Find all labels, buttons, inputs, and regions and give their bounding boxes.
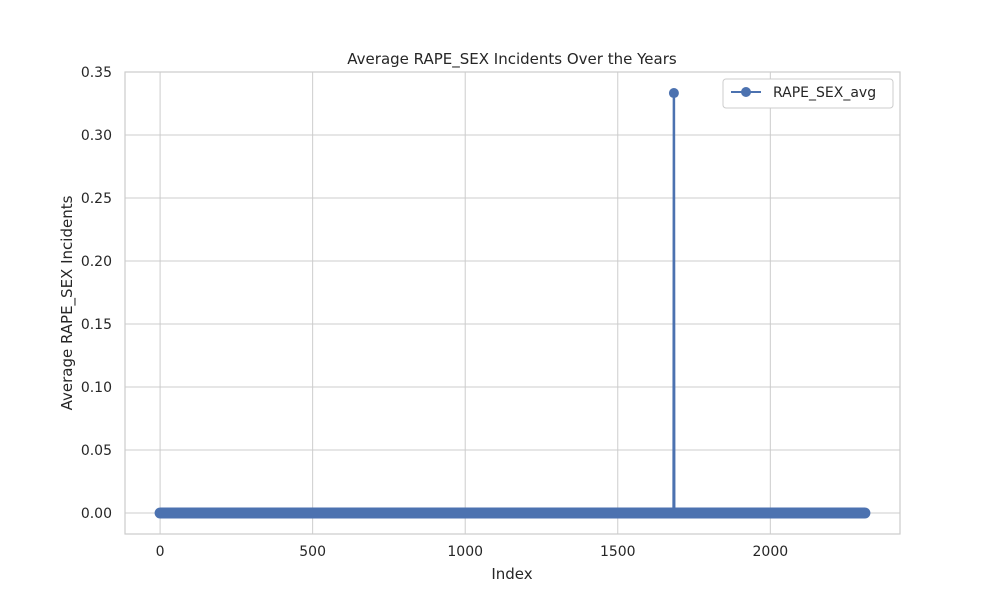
x-tick-label: 1000	[447, 544, 483, 560]
y-tick-label: 0.15	[81, 317, 112, 333]
x-tick-label: 1500	[600, 544, 636, 560]
x-axis-title: Index	[491, 565, 532, 583]
y-tick-label: 0.25	[81, 191, 112, 207]
y-tick-label: 0.20	[81, 254, 112, 270]
data-point-spike	[668, 88, 679, 99]
x-tick-label: 0	[156, 544, 165, 560]
y-tick-label: 0.30	[81, 128, 112, 144]
series-group	[154, 88, 871, 519]
legend: RAPE_SEX_avg	[722, 78, 894, 109]
chart-title: Average RAPE_SEX Incidents Over the Year…	[347, 50, 677, 69]
y-axis-ticks: 0.00 0.05 0.10 0.15 0.20 0.25 0.30 0.35	[81, 65, 112, 522]
y-tick-label: 0.05	[81, 443, 112, 459]
y-axis-title: Average RAPE_SEX Incidents	[58, 195, 77, 410]
plot-area	[125, 72, 900, 534]
legend-marker-swatch	[741, 87, 751, 97]
x-axis-ticks: 0 500 1000 1500 2000	[156, 544, 789, 560]
y-tick-label: 0.35	[81, 65, 112, 81]
y-tick-label: 0.10	[81, 380, 112, 396]
legend-box	[722, 78, 894, 109]
y-tick-label: 0.00	[81, 506, 112, 522]
x-tick-label: 500	[299, 544, 326, 560]
plot-frame	[124, 71, 901, 535]
x-tick-label: 2000	[753, 544, 789, 560]
legend-label: RAPE_SEX_avg	[773, 85, 876, 101]
